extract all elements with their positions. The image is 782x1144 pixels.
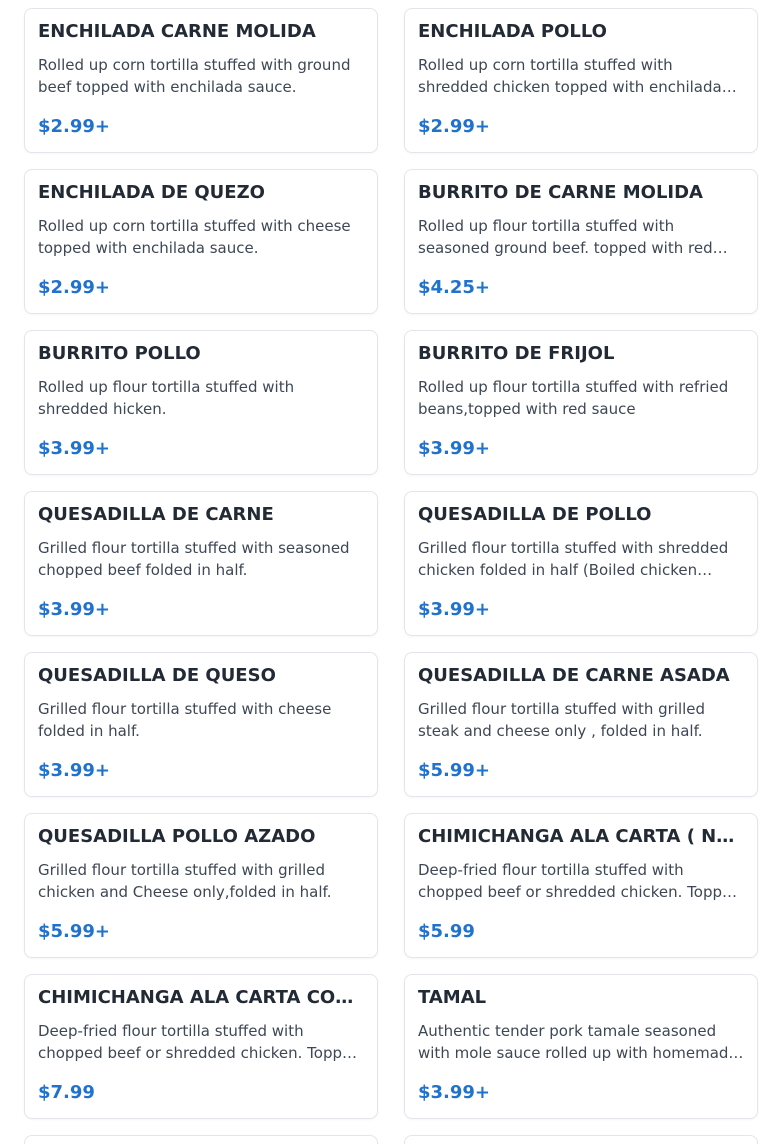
menu-item-title: BURRITO DE CARNE MOLIDA bbox=[418, 182, 703, 203]
menu-item-title: BURRITO POLLO bbox=[38, 343, 201, 364]
menu-item-description: Grilled flour tortilla stuffed with gril… bbox=[38, 861, 332, 901]
menu-item-card[interactable]: BURRITO POLLO Rolled up flour tortilla s… bbox=[24, 330, 378, 475]
menu-item-title: QUESADILLA DE POLLO bbox=[418, 504, 652, 525]
menu-item-price: $5.99+ bbox=[38, 921, 111, 942]
menu-item-card[interactable]: CHIMICHANGA ALA CARTA ( NO… Deep-fried f… bbox=[404, 813, 758, 958]
menu-item-price: $5.99+ bbox=[418, 760, 491, 781]
menu-item-title: ENCHILADA POLLO bbox=[418, 21, 607, 42]
menu-item-price: $3.99+ bbox=[38, 760, 111, 781]
menu-item-title: TAMAL bbox=[418, 987, 487, 1008]
menu-item-card[interactable]: ENCHILADA POLLO Rolled up corn tortilla … bbox=[404, 8, 758, 153]
menu-item-price: $2.99+ bbox=[38, 277, 111, 298]
menu-item-description: Rolled up corn tortilla stuffed with gro… bbox=[38, 56, 351, 96]
menu-item-card[interactable]: BURRITO DE CARNE MOLIDA Rolled up flour … bbox=[404, 169, 758, 314]
menu-item-title: ENCHILADA DE QUEZO bbox=[38, 182, 265, 203]
menu-item-price: $3.99+ bbox=[418, 1082, 491, 1103]
menu-item-card[interactable]: ENCHILADA DE QUEZO Rolled up corn tortil… bbox=[24, 169, 378, 314]
menu-item-card-partial[interactable] bbox=[404, 1135, 758, 1144]
menu-item-title: QUESADILLA DE CARNE ASADA bbox=[418, 665, 730, 686]
menu-item-title: QUESADILLA DE QUESO bbox=[38, 665, 276, 686]
menu-item-card[interactable]: QUESADILLA DE POLLO Grilled flour tortil… bbox=[404, 491, 758, 636]
menu-item-price: $3.99+ bbox=[418, 438, 491, 459]
menu-item-card[interactable]: QUESADILLA POLLO AZADO Grilled flour tor… bbox=[24, 813, 378, 958]
menu-item-price: $3.99+ bbox=[38, 438, 111, 459]
menu-item-card[interactable]: QUESADILLA DE CARNE Grilled flour tortil… bbox=[24, 491, 378, 636]
menu-item-card[interactable]: QUESADILLA DE CARNE ASADA Grilled flour … bbox=[404, 652, 758, 797]
menu-item-title: CHIMICHANGA ALA CARTA ( NO… bbox=[418, 826, 744, 847]
menu-item-description: Rolled up flour tortilla stuffed with sh… bbox=[38, 378, 295, 418]
menu-item-title: CHIMICHANGA ALA CARTA CON… bbox=[38, 987, 364, 1008]
menu-item-price: $2.99+ bbox=[38, 116, 111, 137]
menu-item-description: Deep-fried flour tortilla stuffed with c… bbox=[418, 861, 741, 901]
menu-item-price: $4.25+ bbox=[418, 277, 491, 298]
menu-item-description: Grilled flour tortilla stuffed with seas… bbox=[38, 539, 350, 579]
menu-item-title: ENCHILADA CARNE MOLIDA bbox=[38, 21, 316, 42]
menu-item-price: $2.99+ bbox=[418, 116, 491, 137]
menu-item-card[interactable]: ENCHILADA CARNE MOLIDA Rolled up corn to… bbox=[24, 8, 378, 153]
menu-item-description: Rolled up flour tortilla stuffed with re… bbox=[418, 378, 729, 418]
menu-item-description: Deep-fried flour tortilla stuffed with c… bbox=[38, 1022, 361, 1062]
menu-item-description: Rolled up corn tortilla stuffed with che… bbox=[38, 217, 351, 257]
menu-item-description: Grilled flour tortilla stuffed with shre… bbox=[418, 539, 729, 579]
menu-item-description: Rolled up flour tortilla stuffed with se… bbox=[418, 217, 713, 257]
menu-item-card[interactable]: CHIMICHANGA ALA CARTA CON… Deep-fried fl… bbox=[24, 974, 378, 1119]
menu-item-card[interactable]: BURRITO DE FRIJOL Rolled up flour tortil… bbox=[404, 330, 758, 475]
menu-item-price: $3.99+ bbox=[38, 599, 111, 620]
menu-item-title: QUESADILLA POLLO AZADO bbox=[38, 826, 316, 847]
menu-item-title: QUESADILLA DE CARNE bbox=[38, 504, 274, 525]
menu-item-description: Grilled flour tortilla stuffed with chee… bbox=[38, 700, 332, 740]
menu-item-price: $5.99 bbox=[418, 921, 475, 942]
menu-item-description: Authentic tender pork tamale seasoned wi… bbox=[418, 1022, 738, 1062]
menu-item-card[interactable]: QUESADILLA DE QUESO Grilled flour tortil… bbox=[24, 652, 378, 797]
menu-item-card[interactable]: TAMAL Authentic tender pork tamale seaso… bbox=[404, 974, 758, 1119]
menu-item-description: Grilled flour tortilla stuffed with gril… bbox=[418, 700, 706, 740]
menu-item-description: Rolled up corn tortilla stuffed with shr… bbox=[418, 56, 722, 96]
menu-item-card-partial[interactable] bbox=[24, 1135, 378, 1144]
menu-item-price: $7.99 bbox=[38, 1082, 95, 1103]
menu-item-title: BURRITO DE FRIJOL bbox=[418, 343, 615, 364]
menu-item-price: $3.99+ bbox=[418, 599, 491, 620]
